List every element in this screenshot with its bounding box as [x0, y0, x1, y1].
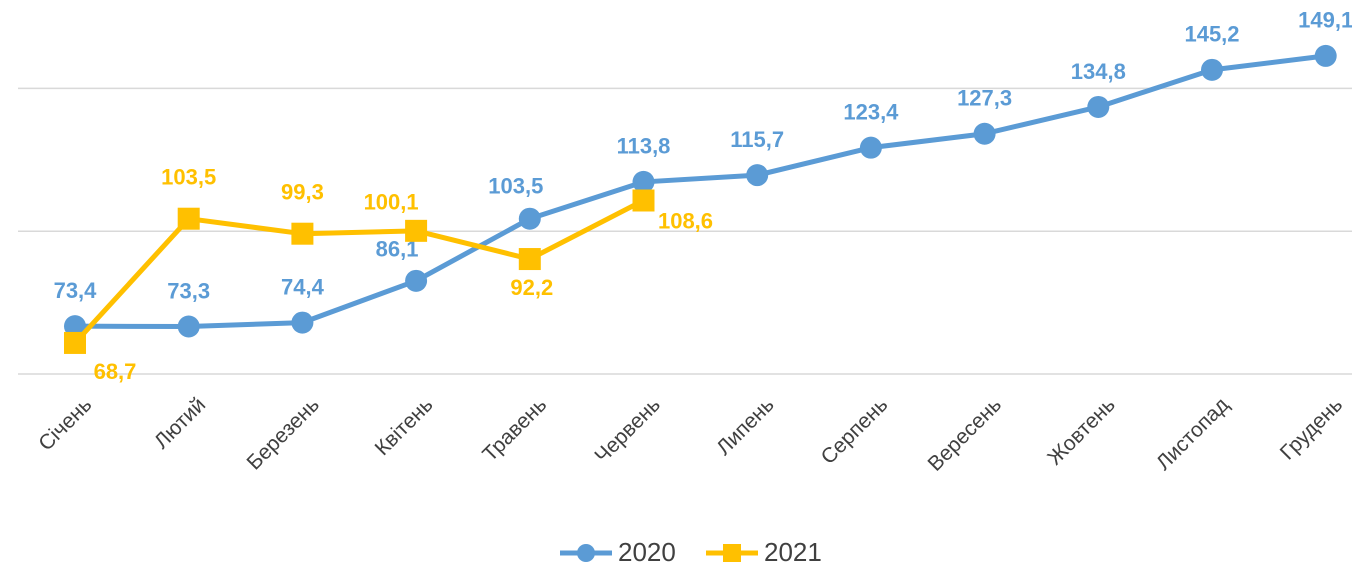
marker: [291, 222, 314, 245]
data-label: 103,5: [161, 165, 216, 190]
marker: [291, 311, 314, 334]
marker: [632, 189, 655, 212]
legend-marker: [577, 544, 595, 562]
data-label: 74,4: [281, 274, 325, 299]
marker: [405, 269, 428, 292]
legend-label: 2020: [618, 537, 676, 567]
legend-label: 2021: [764, 537, 822, 567]
marker: [1087, 95, 1110, 118]
data-label: 127,3: [957, 86, 1012, 111]
x-tick-label: Серпень: [817, 393, 893, 469]
marker: [518, 248, 541, 271]
marker: [64, 331, 86, 354]
data-label: 103,5: [488, 174, 543, 199]
data-label: 108,6: [658, 208, 713, 233]
marker: [518, 207, 541, 230]
data-label: 123,4: [843, 99, 899, 124]
x-tick-label: Липень: [712, 393, 779, 460]
x-tick-label: Жовтень: [1043, 393, 1119, 469]
x-tick-label: Квітень: [371, 393, 438, 460]
x-tick-label: Листопад: [1152, 393, 1234, 475]
marker: [746, 164, 769, 187]
x-tick-label: Березень: [243, 393, 324, 474]
data-label: 92,2: [510, 275, 553, 300]
marker: [1201, 58, 1223, 81]
x-tick-label: Червень: [590, 393, 665, 468]
data-label: 73,4: [54, 278, 98, 303]
marker: [177, 315, 200, 338]
marker: [405, 219, 428, 242]
data-label: 115,7: [730, 127, 784, 152]
series-line: [73, 198, 645, 345]
x-tick-label: Грудень: [1276, 393, 1347, 464]
marker: [859, 136, 882, 159]
data-label: 68,7: [94, 359, 137, 384]
data-label: 113,8: [617, 134, 671, 159]
x-tick-label: Лютий: [150, 393, 210, 453]
data-label: 134,8: [1071, 59, 1126, 84]
data-label: 100,1: [364, 190, 419, 215]
data-label: 145,2: [1184, 22, 1239, 47]
x-tick-label: Січень: [34, 393, 96, 455]
legend-marker: [723, 544, 741, 562]
marker: [64, 315, 86, 338]
x-tick-label: Травень: [478, 393, 551, 466]
marker: [632, 170, 655, 193]
marker: [177, 207, 200, 230]
data-label: 149,1: [1298, 8, 1352, 33]
data-label: 73,3: [167, 278, 210, 303]
data-label: 99,3: [281, 180, 324, 205]
x-tick-label: Вересень: [923, 393, 1006, 476]
marker: [1314, 44, 1337, 67]
series-line: [74, 53, 1327, 330]
marker: [973, 122, 996, 145]
